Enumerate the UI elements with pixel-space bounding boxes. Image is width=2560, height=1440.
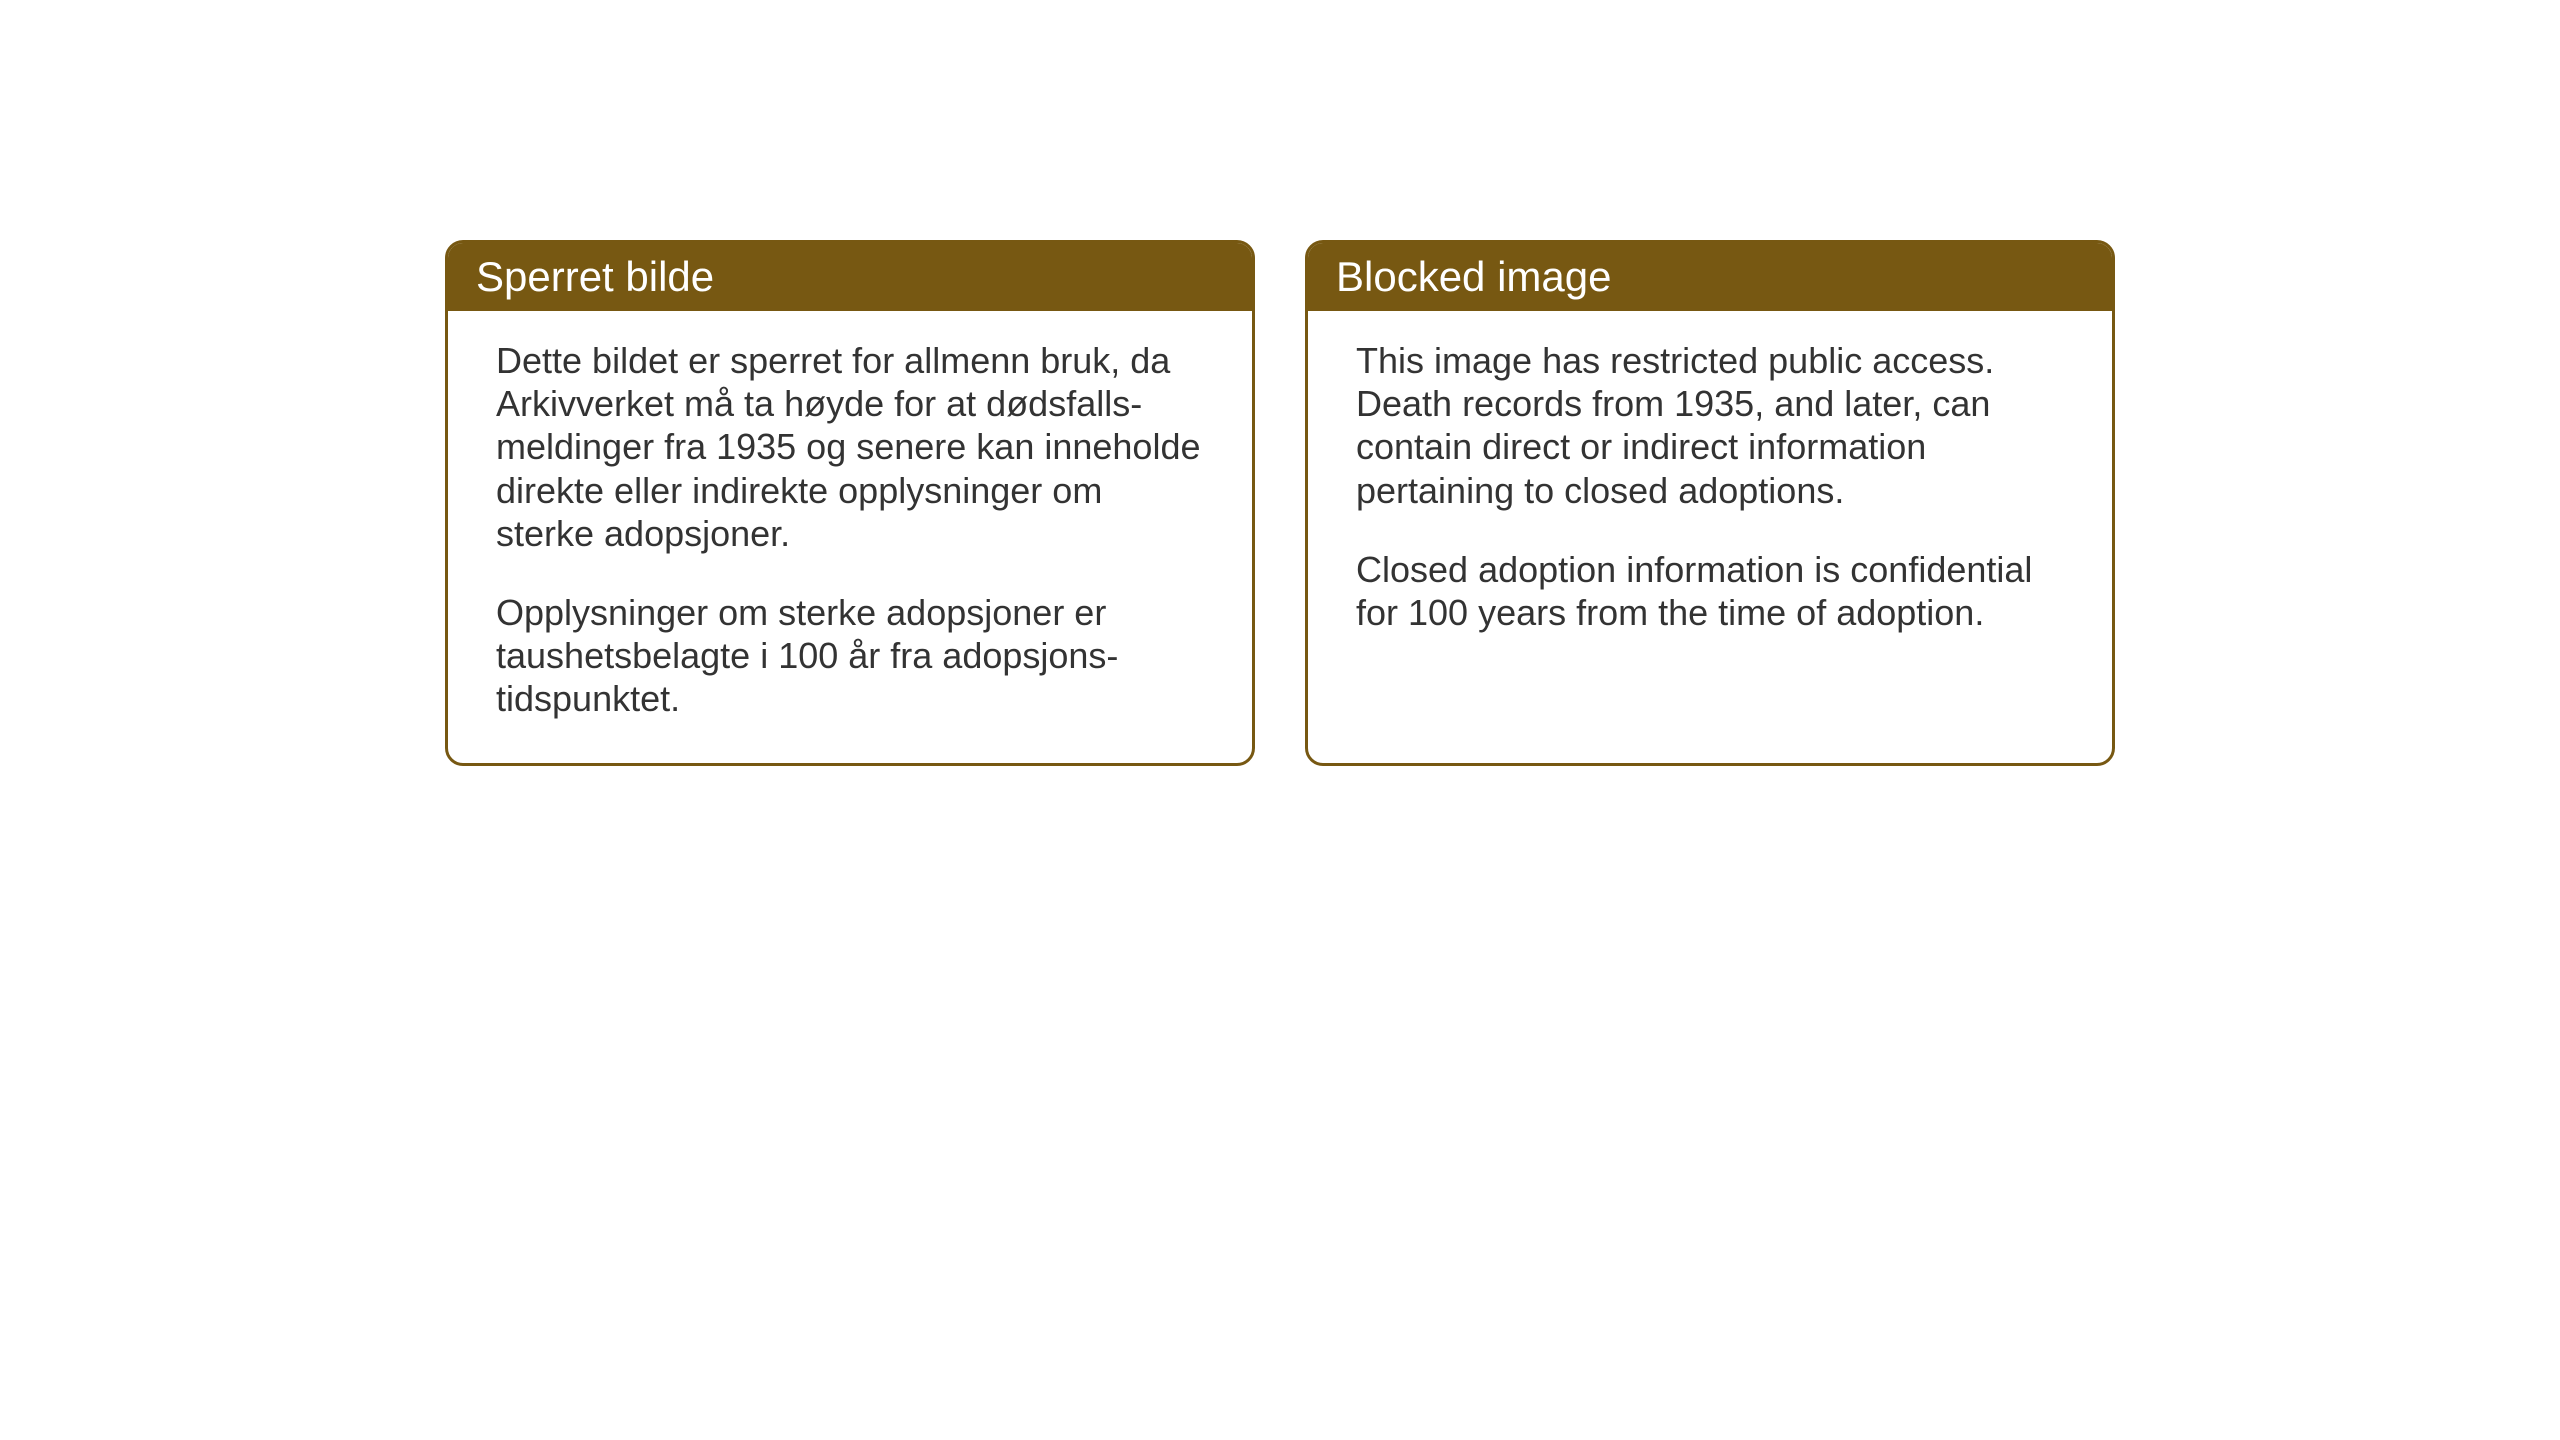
card-paragraph-2: Closed adoption information is confident… bbox=[1356, 548, 2064, 634]
notice-card-norwegian: Sperret bilde Dette bildet er sperret fo… bbox=[445, 240, 1255, 766]
card-body: Dette bildet er sperret for allmenn bruk… bbox=[448, 311, 1252, 763]
notice-card-english: Blocked image This image has restricted … bbox=[1305, 240, 2115, 766]
card-body: This image has restricted public access.… bbox=[1308, 311, 2112, 676]
card-paragraph-1: Dette bildet er sperret for allmenn bruk… bbox=[496, 339, 1204, 555]
card-title: Sperret bilde bbox=[476, 253, 1224, 301]
card-title: Blocked image bbox=[1336, 253, 2084, 301]
notice-container: Sperret bilde Dette bildet er sperret fo… bbox=[445, 240, 2115, 766]
card-paragraph-2: Opplysninger om sterke adopsjoner er tau… bbox=[496, 591, 1204, 721]
card-header: Blocked image bbox=[1308, 243, 2112, 311]
card-paragraph-1: This image has restricted public access.… bbox=[1356, 339, 2064, 512]
card-header: Sperret bilde bbox=[448, 243, 1252, 311]
